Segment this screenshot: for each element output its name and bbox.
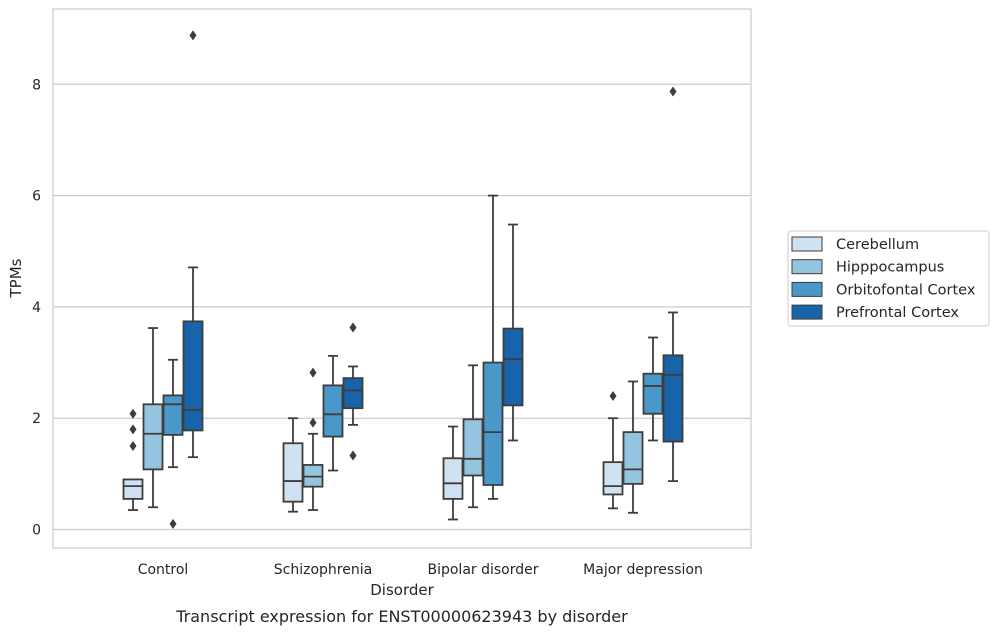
- legend-swatch: [791, 259, 823, 275]
- box-cerebellum: [442, 425, 464, 521]
- legend-label: Prefrontal Cortex: [836, 305, 959, 321]
- box-body: [642, 372, 664, 415]
- outlier-point: [129, 408, 137, 419]
- legend-label: Hipppocampus: [836, 260, 944, 276]
- chart-caption: Transcript expression for ENST0000062394…: [175, 607, 628, 626]
- box-hipppocampus: [142, 327, 164, 509]
- box-body: [442, 457, 464, 500]
- box-body: [182, 320, 204, 432]
- x-tick-label: Bipolar disorder: [427, 562, 538, 578]
- box-body: [622, 431, 644, 485]
- box-cerebellum: [282, 417, 304, 513]
- box-groups: [122, 30, 684, 529]
- x-tick-label: Schizophrenia: [274, 562, 372, 578]
- legend: Cerebellum Hipppocampus Orbitofontal Corte…: [787, 230, 990, 327]
- legend-swatch: [791, 236, 823, 252]
- box-orbitofontal-cortex: [482, 194, 504, 500]
- y-tick-labels: 0 2 4 6 8: [32, 77, 41, 538]
- box-prefrontal-cortex: [662, 86, 684, 482]
- x-tick-labels: Control Schizophrenia Bipolar disorder Majo…: [138, 562, 703, 578]
- box-orbitofontal-cortex: [642, 336, 664, 442]
- y-tick-label: 4: [32, 300, 41, 316]
- x-tick-label: Control: [138, 562, 189, 578]
- box-prefrontal-cortex: [342, 322, 364, 461]
- box-body: [502, 327, 524, 407]
- outlier-point: [129, 441, 137, 452]
- y-tick-label: 6: [32, 189, 41, 205]
- box-body: [482, 361, 504, 486]
- y-axis-title: TPMs: [7, 258, 25, 298]
- box-prefrontal-cortex: [502, 223, 524, 442]
- outlier-point: [309, 417, 317, 428]
- x-tick-label: Major depression: [583, 562, 703, 578]
- outlier-point: [349, 450, 357, 461]
- legend-swatch: [791, 304, 823, 320]
- outlier-point: [129, 424, 137, 435]
- box-body: [142, 403, 164, 471]
- box-hipppocampus: [462, 364, 484, 509]
- outlier-point: [309, 367, 317, 378]
- outlier-point: [189, 30, 197, 41]
- box-body: [122, 478, 144, 500]
- x-axis-title: Disorder: [370, 581, 434, 599]
- box-body: [322, 384, 344, 438]
- box-hipppocampus: [302, 367, 324, 511]
- legend-items: Cerebellum Hipppocampus Orbitofontal Corte…: [791, 236, 976, 321]
- box-body: [462, 418, 484, 477]
- legend-swatch: [791, 281, 823, 297]
- y-tick-label: 0: [32, 523, 41, 539]
- legend-label: Cerebellum: [836, 237, 919, 253]
- y-tick-label: 8: [32, 77, 41, 93]
- box-body: [602, 461, 624, 496]
- box-hipppocampus: [622, 380, 644, 514]
- y-tick-label: 2: [32, 411, 41, 427]
- box-body: [662, 354, 684, 443]
- outlier-point: [169, 518, 177, 529]
- outlier-point: [669, 86, 677, 97]
- box-orbitofontal-cortex: [162, 358, 184, 529]
- legend-frame: [787, 230, 990, 327]
- box-prefrontal-cortex: [182, 30, 204, 459]
- box-orbitofontal-cortex: [322, 354, 344, 472]
- box-body: [342, 377, 364, 410]
- box-cerebellum: [122, 408, 144, 511]
- box-cerebellum: [602, 390, 624, 510]
- box-body: [282, 442, 304, 503]
- legend-label: Orbitofontal Cortex: [836, 282, 976, 298]
- box-body: [162, 394, 184, 436]
- outlier-point: [609, 390, 617, 401]
- outlier-point: [349, 322, 357, 333]
